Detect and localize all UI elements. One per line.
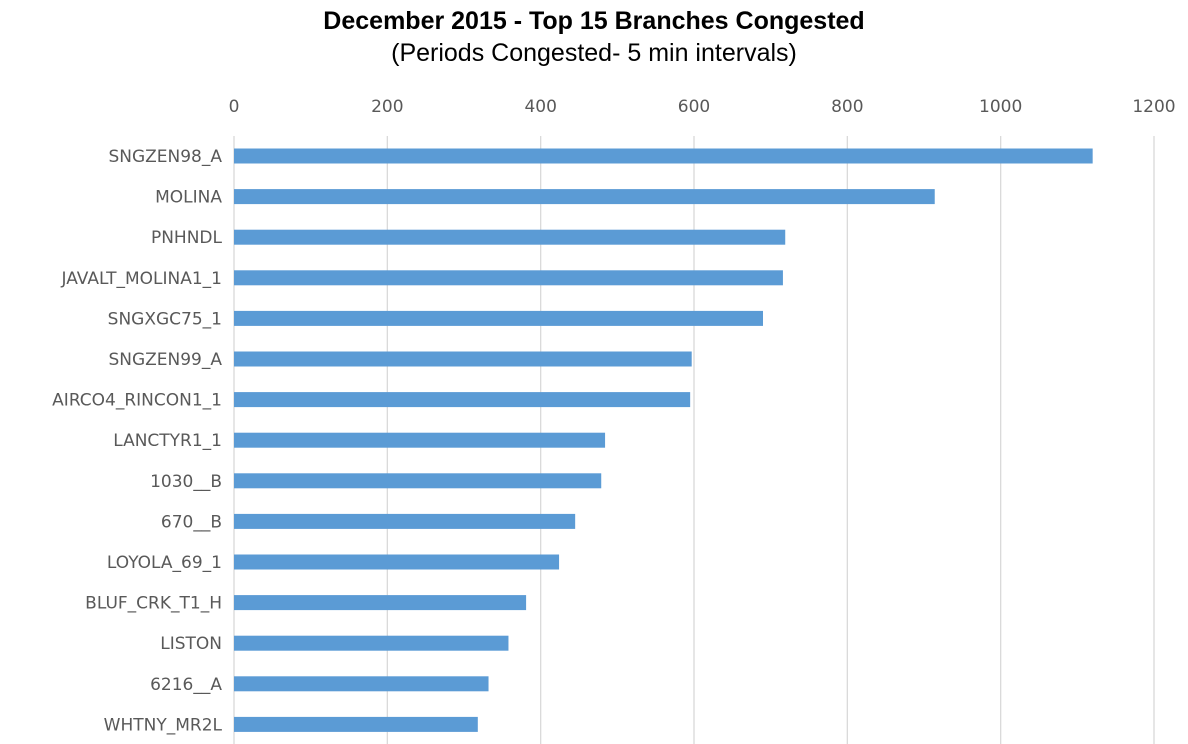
category-label: BLUF_CRK_T1_H (85, 594, 222, 614)
x-tick-label: 600 (678, 97, 710, 117)
chart-title: December 2015 - Top 15 Branches Congeste… (323, 7, 865, 35)
bar (234, 392, 691, 408)
bar (234, 554, 560, 570)
bar (234, 595, 527, 611)
bar (234, 148, 1093, 164)
category-label: JAVALT_MOLINA1_1 (61, 269, 222, 289)
category-label: MOLINA (155, 188, 222, 208)
x-tick-label: 200 (371, 97, 403, 117)
category-label: 6216__A (150, 675, 222, 695)
bar (234, 310, 763, 326)
category-label: LISTON (160, 634, 222, 654)
category-label: LANCTYR1_1 (113, 431, 222, 451)
bar (234, 229, 786, 245)
category-label: SNGXGC75_1 (108, 309, 222, 329)
x-axis-ticks: 0 200 400 600 800 1000 1200 (229, 97, 1176, 117)
category-label: AIRCO4_RINCON1_1 (52, 391, 222, 411)
bar (234, 676, 489, 692)
category-label: 1030__B (150, 472, 222, 492)
x-tick-label: 400 (524, 97, 556, 117)
category-labels: SNGZEN98_A MOLINA PNHNDL JAVALT_MOLINA1_1 SN… (52, 147, 222, 735)
bar (234, 716, 478, 732)
bar (234, 351, 692, 367)
bar (234, 270, 783, 286)
category-label: PNHNDL (151, 228, 223, 248)
x-tick-label: 1000 (979, 97, 1022, 117)
category-label: 670__B (161, 512, 222, 532)
bar (234, 513, 576, 529)
chart-subtitle: (Periods Congested- 5 min intervals) (391, 39, 797, 67)
bar (234, 432, 606, 448)
bar (234, 635, 509, 651)
category-label: WHTNY_MR2L (104, 715, 223, 735)
x-tick-label: 1200 (1132, 97, 1175, 117)
category-label: LOYOLA_69_1 (107, 553, 222, 573)
x-tick-label: 800 (831, 97, 863, 117)
bar (234, 189, 935, 205)
bar (234, 473, 602, 489)
bars (234, 148, 1093, 732)
category-label: SNGZEN98_A (108, 147, 222, 167)
x-tick-label: 0 (229, 97, 240, 117)
category-label: SNGZEN99_A (108, 350, 222, 370)
